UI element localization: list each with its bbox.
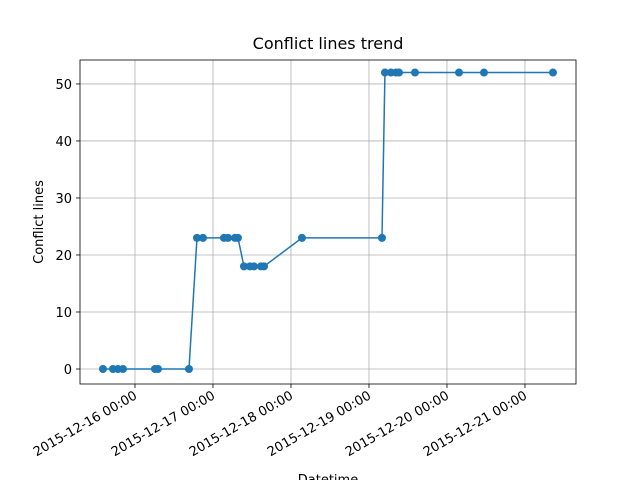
y-axis-label: Conflict lines (32, 180, 47, 264)
y-tick-label: 30 (55, 192, 72, 207)
point (192, 233, 201, 242)
chart-title: Conflict lines trend (253, 34, 404, 53)
point (548, 68, 557, 77)
y-tick-label: 50 (55, 78, 72, 93)
point (118, 365, 127, 374)
point (297, 233, 306, 242)
point (198, 233, 207, 242)
point (380, 68, 389, 77)
plot-frame (79, 59, 577, 385)
point (98, 365, 107, 374)
x-axis-label: Datetime (298, 473, 358, 480)
point (479, 68, 488, 77)
point (153, 365, 162, 374)
point (377, 233, 386, 242)
y-tick-label: 20 (55, 249, 72, 264)
y-tick-label: 40 (55, 135, 72, 150)
point (260, 262, 269, 271)
point (455, 68, 464, 77)
y-tick-label: 10 (55, 306, 72, 321)
point (184, 365, 193, 374)
point (233, 233, 242, 242)
line (102, 71, 553, 370)
point (239, 262, 248, 271)
point (394, 68, 403, 77)
point (410, 68, 419, 77)
point (249, 262, 258, 271)
y-tick-label: 0 (64, 363, 72, 378)
point (223, 233, 232, 242)
